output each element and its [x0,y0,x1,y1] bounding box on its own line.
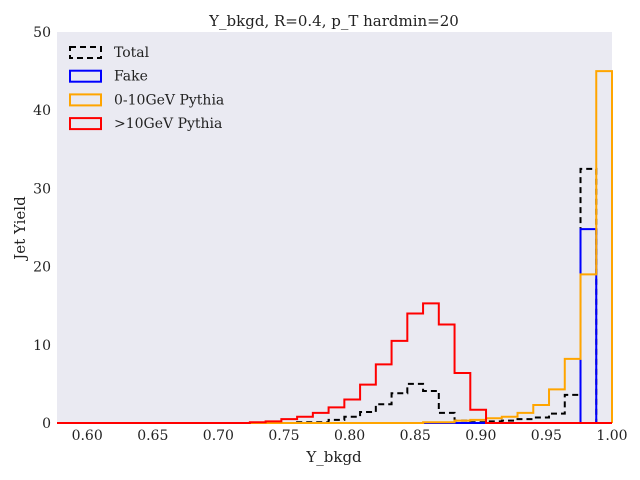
x-axis-title: Y_bkgd [305,448,362,466]
legend: Total Fake 0-10GeV Pythia >10GeV Pythia [69,45,224,132]
x-tick-label: 0.90 [465,428,496,444]
legend-label: >10GeV Pythia [114,116,222,132]
x-tick-label: 0.70 [203,428,234,444]
legend-label: 0-10GeV Pythia [114,92,224,108]
y-tick-label: 0 [42,416,51,432]
series-layer [57,70,613,424]
y-tick-label: 10 [33,338,51,354]
chart-title: Y_bkgd, R=0.4, p_T hardmin=20 [208,12,459,30]
legend-swatch [69,46,102,59]
plot-area [57,32,612,423]
x-tick-label: 0.75 [268,428,299,444]
x-tick-label: 0.80 [334,428,365,444]
y-tick-label: 50 [33,25,51,41]
x-tick-label: 0.95 [531,428,562,444]
y-tick-label: 30 [33,181,51,197]
legend-swatch [69,117,102,131]
legend-swatch [69,93,102,107]
y-tick-label: 40 [33,103,51,119]
y-tick-label: 20 [33,260,51,276]
series-10gev-pythia-line [57,302,612,424]
x-tick-label: 0.60 [72,428,103,444]
legend-swatch [69,69,102,83]
x-axis-ticks: 0.60 0.65 0.70 0.75 0.80 0.85 0.90 0.95 1.00 [72,428,628,444]
legend-label: Total [114,45,150,61]
x-tick-label: 0.85 [400,428,431,444]
x-tick-label: 1.00 [596,428,627,444]
legend-label: Fake [114,69,148,85]
x-tick-label: 0.65 [137,428,168,444]
y-axis-ticks: 0 10 20 30 40 50 [33,25,51,432]
y-axis-title: Jet Yield [11,196,29,262]
